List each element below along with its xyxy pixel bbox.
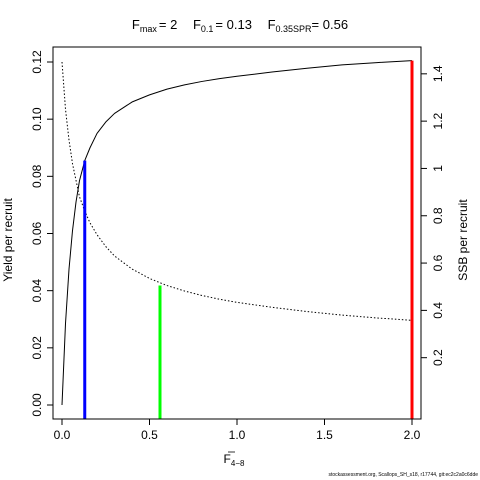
- axes: 0.0 0.5 1.0 1.5 2.0 0.00 0.02 0.04 0.06 0.08 0.10 0…: [30, 46, 445, 442]
- x-tick-label: 0.5: [141, 428, 158, 442]
- fspr-value: = 0.56: [312, 17, 349, 32]
- y-right-tick-label: 1.2: [431, 112, 445, 129]
- fspr-label: F: [268, 17, 276, 32]
- ssb-per-recruit-line: [61, 61, 413, 321]
- series-layer: [61, 60, 413, 406]
- fspr-subscript: 0.35SPR: [276, 24, 313, 34]
- y-right-tick-label: 0.8: [431, 207, 445, 224]
- fmax-subscript: max: [140, 24, 158, 34]
- y-axis-left-title: Yield per recruit: [1, 198, 15, 282]
- y-left-tick-label: 0.06: [30, 221, 44, 245]
- y-right-tick-label: 1: [431, 165, 445, 172]
- y-left-tick-label: 0.10: [30, 107, 44, 131]
- f01-label: F: [193, 17, 201, 32]
- x-axis-subscript: 4−8: [231, 459, 245, 468]
- y-left-tick-label: 0.02: [30, 336, 44, 360]
- y-left-tick-label: 0.08: [30, 164, 44, 188]
- x-tick-label: 1.5: [316, 428, 333, 442]
- plot-frame: [52, 46, 422, 420]
- y-right-tick-label: 1.4: [431, 65, 445, 82]
- fmax-label: F: [132, 17, 140, 32]
- y-left-tick-label: 0.04: [30, 279, 44, 303]
- y-left-tick-label: 0.12: [30, 50, 44, 74]
- f01-subscript: 0.1: [201, 24, 214, 34]
- x-tick-label: 1.0: [229, 428, 246, 442]
- y-right-tick-label: 0.2: [431, 349, 445, 366]
- f01-value: = 0.13: [215, 17, 252, 32]
- y-left-tick-label: 0.00: [30, 393, 44, 417]
- x-tick-label: 0.0: [54, 428, 71, 442]
- fmax-value: = 2: [159, 17, 177, 32]
- footer-source: stockassessment.org, Scallops_SH_s18, r1…: [328, 472, 478, 478]
- x-tick-label: 2.0: [404, 428, 421, 442]
- y-axis-right-title: SSB per recruit: [456, 199, 470, 281]
- svg-text:F4−8: F4−8: [224, 452, 245, 468]
- y-right-tick-label: 0.6: [431, 254, 445, 271]
- y-right-tick-label: 0.4: [431, 302, 445, 319]
- yield-per-recruit-line: [61, 60, 413, 406]
- chart-title: Fmax = 2 F0.1 = 0.13 F0.35SPR= 0.56: [132, 17, 348, 34]
- x-axis-label: F: [224, 452, 231, 466]
- x-axis-title: F4−8: [224, 451, 245, 468]
- reference-lines: [83, 60, 414, 419]
